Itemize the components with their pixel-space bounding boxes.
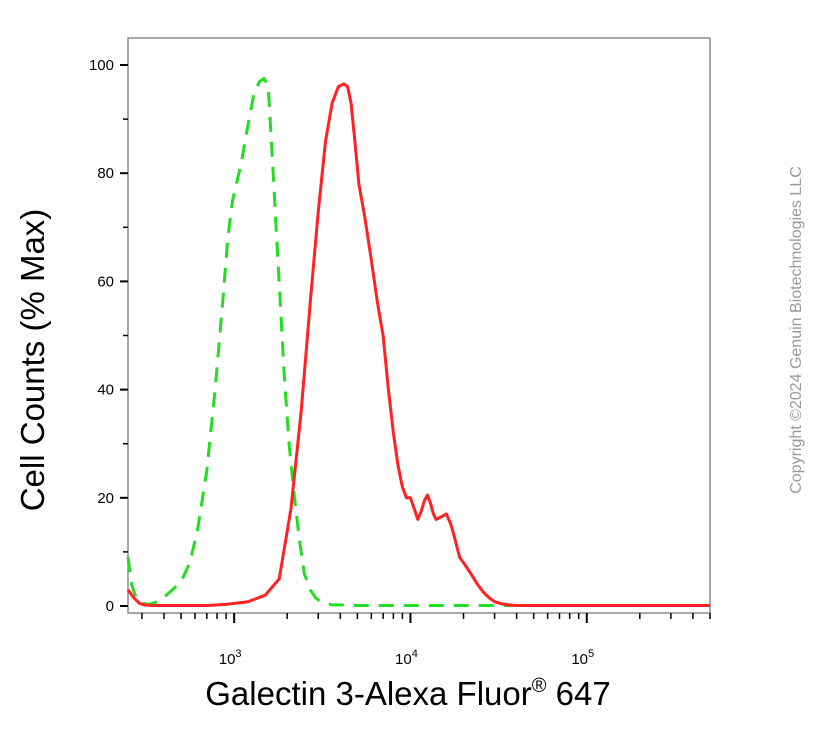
y-axis-title: Cell Counts (% Max) [14, 209, 51, 512]
y-axis: 0 20 40 60 80 100 [89, 57, 128, 615]
x-tick-label-base: 10 [219, 651, 236, 668]
y-tick-label: 80 [97, 165, 114, 182]
x-tick-label-exponent: 3 [235, 648, 241, 660]
y-tick-label: 20 [97, 490, 114, 507]
copyright-watermark: Copyright ©2024 Genuin Biotechnologies L… [788, 166, 805, 494]
x-tick-label: 103 [219, 648, 242, 668]
x-axis: 103 104 105 [141, 613, 711, 668]
x-tick-label-base: 10 [571, 651, 588, 668]
x-tick-label-base: 10 [395, 651, 412, 668]
series-line-dashed [126, 77, 710, 607]
series-layer [126, 77, 710, 607]
x-axis-title: Galectin 3-Alexa Fluor® 647 [205, 675, 610, 712]
x-tick-label-exponent: 5 [588, 648, 594, 660]
x-tick-label: 105 [571, 648, 594, 668]
x-axis-title-main: Galectin 3-Alexa Fluor [205, 675, 531, 712]
x-tick-label: 104 [395, 648, 418, 668]
series-line-solid [126, 82, 710, 607]
y-tick-label: 40 [97, 382, 114, 399]
plot-frame [127, 37, 711, 614]
y-tick-label: 0 [106, 598, 114, 615]
y-tick-label: 100 [89, 57, 114, 74]
x-tick-label-exponent: 4 [412, 648, 418, 660]
y-tick-label: 60 [97, 273, 114, 290]
x-axis-title-superscript: ® [532, 675, 547, 697]
x-axis-title-suffix: 647 [547, 675, 611, 712]
